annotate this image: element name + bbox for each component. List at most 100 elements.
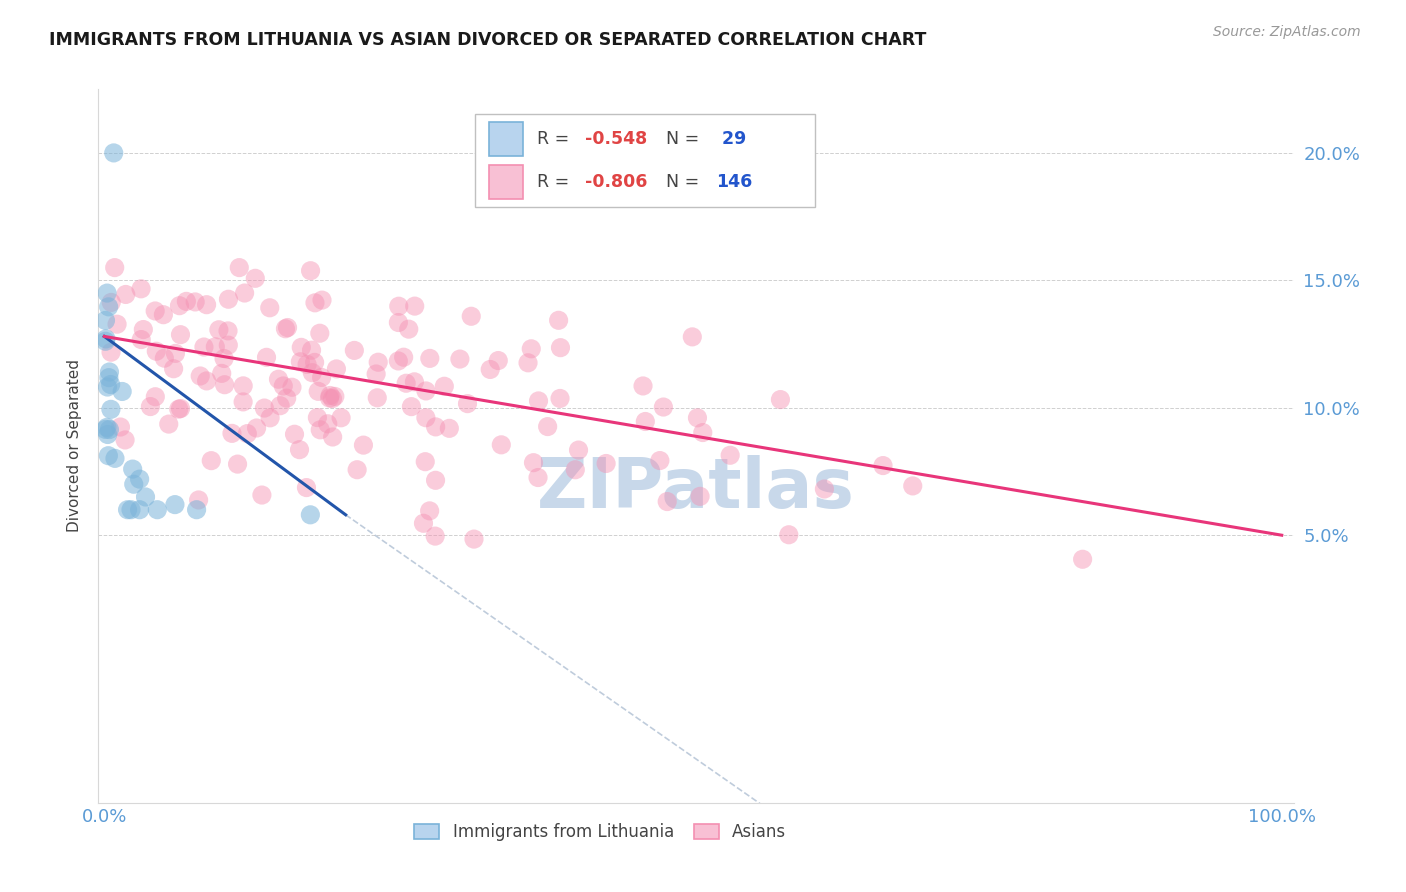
Point <box>188 369 211 384</box>
Point <box>439 421 461 435</box>
Point <box>195 374 218 388</box>
Point <box>388 299 411 313</box>
Point <box>404 299 426 313</box>
Point <box>111 384 134 399</box>
Point <box>366 367 388 381</box>
Point <box>94 422 117 436</box>
Point <box>520 342 543 356</box>
Point <box>217 292 239 306</box>
Point <box>145 344 167 359</box>
Point <box>176 294 198 309</box>
Point <box>100 295 122 310</box>
Point <box>232 395 254 409</box>
Point <box>564 463 586 477</box>
Point <box>769 392 792 407</box>
Point <box>686 410 709 425</box>
Text: N =: N = <box>666 130 704 148</box>
Point <box>323 389 346 403</box>
Point <box>97 300 120 314</box>
Point <box>395 376 418 391</box>
Text: 146: 146 <box>716 173 752 191</box>
Point <box>143 390 166 404</box>
Point <box>134 490 156 504</box>
FancyBboxPatch shape <box>475 114 815 207</box>
Point <box>97 427 120 442</box>
Point <box>522 456 544 470</box>
Point <box>281 380 304 394</box>
Point <box>634 415 657 429</box>
Point <box>245 421 267 435</box>
Point <box>121 462 143 476</box>
Point <box>517 356 540 370</box>
Point <box>162 361 184 376</box>
Point <box>449 352 471 367</box>
Point <box>479 362 502 376</box>
Point <box>208 323 231 337</box>
Point <box>550 341 572 355</box>
Text: -0.548: -0.548 <box>585 130 647 148</box>
Point <box>415 410 437 425</box>
Point <box>413 455 436 469</box>
Point <box>233 285 256 300</box>
Point <box>415 384 437 398</box>
Point <box>901 479 924 493</box>
Point <box>290 355 312 369</box>
Point <box>94 332 117 346</box>
Text: 29: 29 <box>716 130 747 148</box>
Text: ZIPatlas: ZIPatlas <box>537 455 855 523</box>
Point <box>157 417 180 431</box>
Point <box>97 449 120 463</box>
Point <box>692 425 714 440</box>
Point <box>460 310 482 324</box>
Point <box>387 354 409 368</box>
Point <box>139 400 162 414</box>
Point <box>169 327 191 342</box>
Point <box>419 504 441 518</box>
Point <box>778 527 800 541</box>
Point <box>548 392 571 406</box>
Point <box>689 489 711 503</box>
Point <box>100 377 122 392</box>
Point <box>301 366 323 380</box>
Legend: Immigrants from Lithuania, Asians: Immigrants from Lithuania, Asians <box>408 817 793 848</box>
Text: -0.806: -0.806 <box>585 173 647 191</box>
Point <box>117 502 139 516</box>
Point <box>163 498 186 512</box>
Point <box>404 375 426 389</box>
Y-axis label: Divorced or Separated: Divorced or Separated <box>67 359 83 533</box>
Point <box>129 333 152 347</box>
Point <box>259 301 281 315</box>
Point <box>132 322 155 336</box>
Point <box>567 443 589 458</box>
Point <box>228 260 250 275</box>
Point <box>226 457 249 471</box>
Point <box>94 313 117 327</box>
Point <box>120 502 142 516</box>
Point <box>412 516 434 531</box>
Point <box>128 502 150 516</box>
Point <box>211 367 233 381</box>
Point <box>232 379 254 393</box>
Point <box>872 458 894 473</box>
Point <box>96 286 118 301</box>
Point <box>322 430 344 444</box>
Point <box>537 419 560 434</box>
Point <box>309 423 332 437</box>
Point <box>114 287 136 301</box>
Point <box>212 351 235 366</box>
Point <box>301 343 323 358</box>
Text: Source: ZipAtlas.com: Source: ZipAtlas.com <box>1213 25 1361 39</box>
Point <box>491 438 513 452</box>
Point <box>169 299 191 313</box>
Point <box>352 438 374 452</box>
Point <box>97 370 120 384</box>
Point <box>153 351 176 366</box>
Point <box>547 313 569 327</box>
Point <box>718 448 741 462</box>
Text: IMMIGRANTS FROM LITHUANIA VS ASIAN DIVORCED OR SEPARATED CORRELATION CHART: IMMIGRANTS FROM LITHUANIA VS ASIAN DIVOR… <box>49 31 927 49</box>
Point <box>103 145 125 160</box>
Point <box>169 401 191 416</box>
Point <box>527 393 550 408</box>
Point <box>204 340 226 354</box>
Point <box>398 322 420 336</box>
